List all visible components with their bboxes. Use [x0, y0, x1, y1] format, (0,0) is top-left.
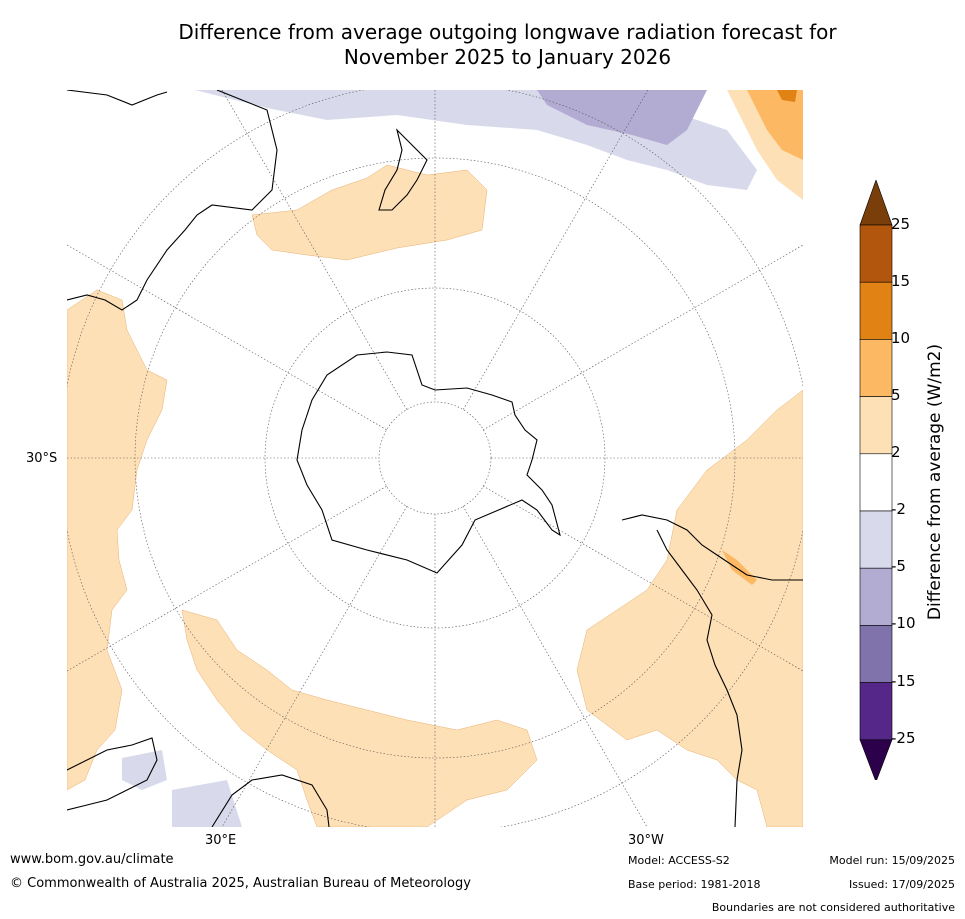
colorbar-blocks [859, 180, 893, 780]
lat-label-30s: 30°S [26, 451, 58, 466]
chart-title: Difference from average outgoing longwav… [60, 20, 955, 70]
lon-label-30w: 30°W [628, 833, 664, 848]
lon-label-30e: 30°E [205, 833, 237, 848]
anomaly-region-purple-mid [537, 90, 707, 145]
colorbar [859, 180, 893, 780]
colorbar-tick-neg5: -5 [891, 557, 906, 575]
footer-issued: Issued: 17/09/2025 [848, 878, 955, 891]
colorbar-label: Difference from average (W/m2) [925, 343, 945, 621]
colorbar-tick-2: 2 [891, 443, 901, 461]
anomaly-region-purple-south [172, 780, 242, 827]
colorbar-tick-25: 25 [891, 215, 911, 233]
forecast-map [67, 90, 803, 827]
colorbar-extend-bottom [859, 739, 893, 780]
footer-copyright: © Commonwealth of Australia 2025, Austra… [10, 876, 471, 891]
colorbar-block [859, 567, 893, 626]
anomaly-region-orange-strong [747, 90, 803, 160]
footer-url[interactable]: www.bom.gov.au/climate [10, 852, 174, 867]
antarctica-coastline [296, 351, 561, 574]
colorbar-tick-5: 5 [891, 386, 901, 404]
colorbar-tick-10: 10 [891, 329, 911, 347]
footer-model: Model: ACCESS-S2 [628, 854, 730, 867]
footer-disclaimer: Boundaries are not considered authoritat… [711, 901, 955, 914]
colorbar-block [859, 625, 893, 683]
colorbar-extend-top [859, 180, 893, 226]
colorbar-tick-15: 15 [891, 272, 911, 290]
anomaly-region-orange-west [67, 289, 168, 791]
anomaly-region-purple-southwest [122, 750, 167, 790]
colorbar-block [859, 396, 893, 455]
colorbar-block [859, 224, 893, 283]
africa-coastline [67, 737, 330, 827]
australia-coastline [67, 90, 278, 311]
colorbar-block [859, 510, 893, 569]
colorbar-block [859, 281, 893, 340]
anomaly-region-orange-south [181, 609, 538, 827]
footer-model-run: Model run: 15/09/2025 [829, 854, 955, 867]
colorbar-block [859, 453, 893, 512]
graticule [67, 90, 803, 827]
anomaly-region-orange-strongest [777, 90, 797, 102]
anomaly-region-orange-east [576, 389, 803, 827]
colorbar-tick-neg2: -2 [891, 500, 906, 518]
colorbar-block [859, 339, 893, 397]
colorbar-block [859, 682, 893, 741]
newzealand-coastline [378, 128, 428, 211]
colorbar-tick-neg15: -15 [891, 672, 916, 690]
colorbar-tick-neg10: -10 [891, 614, 916, 632]
colorbar-tick-neg25: -25 [891, 729, 916, 747]
coastlines [67, 90, 803, 827]
title-line-1: Difference from average outgoing longwav… [178, 20, 837, 44]
title-line-2: November 2025 to January 2026 [343, 45, 672, 69]
anomaly-region-orange-newzealand [251, 164, 488, 261]
south-america-coastline [621, 514, 803, 827]
footer-base-period: Base period: 1981-2018 [628, 878, 761, 891]
anomaly-region-orange-andes [722, 550, 757, 585]
